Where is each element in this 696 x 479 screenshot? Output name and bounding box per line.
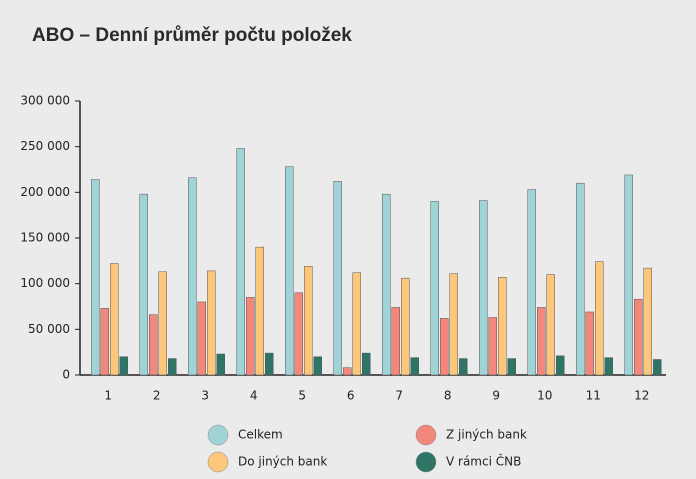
bar: [634, 298, 643, 376]
y-tick-label: 50 000: [28, 322, 70, 336]
bar: [604, 357, 613, 376]
bar: [595, 261, 604, 376]
x-tick-label: 8: [444, 389, 452, 403]
x-tick-label: 7: [395, 389, 403, 403]
x-tick-label: 2: [153, 389, 161, 403]
bar: [313, 356, 322, 376]
bar: [304, 266, 313, 376]
x-tick-label: 3: [201, 389, 209, 403]
legend-swatch: [207, 424, 229, 446]
legend-label: Z jiných bank: [446, 428, 527, 442]
bar: [265, 352, 274, 376]
y-tick-label: 300 000: [20, 94, 70, 108]
x-tick-label: 9: [492, 389, 500, 403]
bar: [158, 271, 167, 376]
x-tick-label: 5: [298, 389, 306, 403]
bar: [479, 200, 488, 376]
x-tick-label: 6: [347, 389, 355, 403]
x-tick-label: 10: [537, 389, 552, 403]
bar: [643, 267, 652, 376]
bar: [382, 193, 391, 376]
y-tick-label: 100 000: [20, 276, 70, 290]
bar: [236, 148, 245, 376]
legend-swatch: [415, 424, 437, 446]
bar: [576, 182, 585, 376]
legend-swatch: [415, 451, 437, 473]
bar: [498, 277, 507, 376]
bar: [440, 318, 449, 376]
bar: [119, 356, 128, 376]
bar: [91, 179, 100, 376]
bar: [352, 272, 361, 376]
legend-label: Do jiných bank: [238, 455, 327, 469]
bar: [216, 353, 225, 376]
x-tick-label: 1: [104, 389, 112, 403]
bar: [488, 317, 497, 376]
bar: [207, 270, 216, 376]
bar: [546, 274, 555, 376]
bar: [653, 359, 662, 376]
bar: [246, 297, 255, 376]
bar: [624, 174, 633, 376]
bar: [294, 292, 303, 376]
chart-title: ABO – Denní průměr počtu položek: [32, 25, 352, 46]
bar: [343, 367, 352, 376]
y-tick-label: 150 000: [20, 231, 70, 245]
bar: [255, 246, 264, 376]
x-tick-label: 11: [586, 389, 601, 403]
bar: [401, 277, 410, 376]
x-tick-label: 12: [634, 389, 649, 403]
legend-label: Celkem: [238, 428, 283, 442]
bar: [149, 314, 158, 376]
bar: [333, 181, 342, 376]
bar: [507, 358, 516, 376]
bar: [188, 177, 197, 376]
bar: [449, 273, 458, 376]
bar: [430, 201, 439, 376]
bar: [110, 263, 119, 376]
bar: [139, 193, 148, 376]
y-tick-label: 0: [62, 368, 70, 382]
bar: [285, 166, 294, 376]
bar: [197, 301, 206, 376]
bar: [556, 355, 565, 376]
bar: [410, 357, 419, 376]
bar: [585, 311, 594, 376]
bar: [527, 189, 536, 376]
bar: [168, 358, 177, 376]
legend-label: V rámci ČNB: [446, 454, 521, 469]
bar: [391, 307, 400, 376]
bar: [459, 358, 468, 376]
bar: [362, 352, 371, 376]
y-tick-label: 250 000: [20, 139, 70, 153]
bar: [100, 308, 109, 376]
bar: [537, 307, 546, 376]
legend-swatch: [207, 451, 229, 473]
y-tick-label: 200 000: [20, 185, 70, 199]
x-tick-label: 4: [250, 389, 258, 403]
